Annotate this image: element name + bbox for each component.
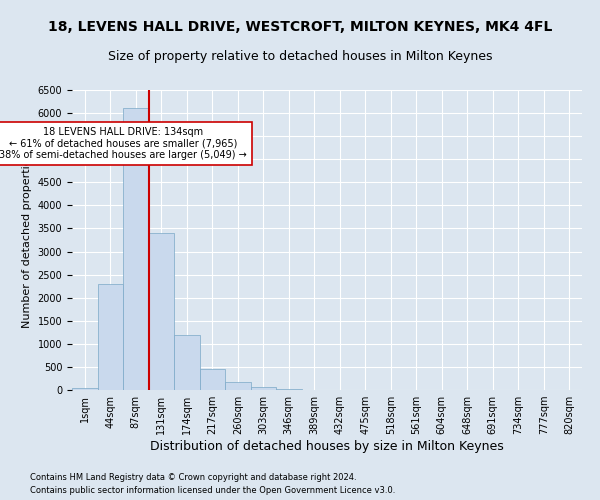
Bar (174, 334, 199, 390)
Text: Contains HM Land Registry data © Crown copyright and database right 2024.: Contains HM Land Registry data © Crown c… (30, 474, 356, 482)
Bar (251, 386, 276, 390)
Bar (199, 369, 225, 390)
Text: 18, LEVENS HALL DRIVE, WESTCROFT, MILTON KEYNES, MK4 4FL: 18, LEVENS HALL DRIVE, WESTCROFT, MILTON… (48, 20, 552, 34)
Text: Contains public sector information licensed under the Open Government Licence v3: Contains public sector information licen… (30, 486, 395, 495)
Bar (97, 284, 123, 390)
Text: 18 LEVENS HALL DRIVE: 134sqm
← 61% of detached houses are smaller (7,965)
38% of: 18 LEVENS HALL DRIVE: 134sqm ← 61% of de… (0, 127, 247, 160)
Text: Size of property relative to detached houses in Milton Keynes: Size of property relative to detached ho… (108, 50, 492, 63)
Bar (123, 108, 149, 390)
Bar (225, 382, 251, 390)
Y-axis label: Number of detached properties: Number of detached properties (22, 152, 32, 328)
Bar (149, 233, 174, 390)
Bar (276, 389, 302, 390)
X-axis label: Distribution of detached houses by size in Milton Keynes: Distribution of detached houses by size … (150, 440, 504, 453)
Bar (72, 388, 97, 390)
